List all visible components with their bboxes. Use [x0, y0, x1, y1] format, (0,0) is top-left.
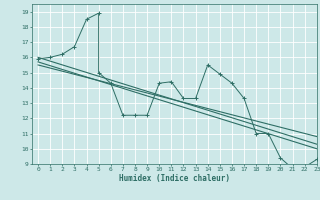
X-axis label: Humidex (Indice chaleur): Humidex (Indice chaleur): [119, 174, 230, 183]
